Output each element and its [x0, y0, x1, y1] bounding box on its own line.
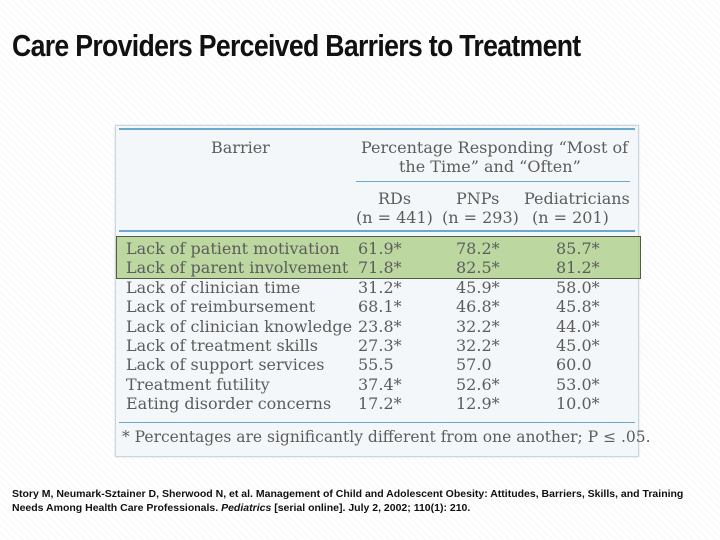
table-cell-value: 44.0*	[556, 317, 600, 336]
table-row-barrier: Lack of reimbursement	[126, 297, 316, 316]
col-header-pediatricians: Pediatricians	[524, 189, 630, 208]
slide-title: Care Providers Perceived Barriers to Tre…	[12, 28, 581, 63]
table-cell-value: 60.0	[556, 355, 592, 374]
col-n-pediatricians: (n = 201)	[532, 208, 609, 227]
table-cell-value: 61.9*	[358, 239, 402, 258]
group-header-line2: the Time” and “Often”	[399, 157, 581, 176]
table-cell-value: 31.2*	[358, 278, 402, 297]
table-row-barrier: Lack of patient motivation	[126, 239, 340, 258]
table-top-rule	[119, 128, 635, 130]
table-cell-value: 27.3*	[358, 336, 402, 355]
col-header-pnps: PNPs	[456, 189, 500, 208]
table-cell-value: 45.9*	[456, 278, 500, 297]
table-cell-value: 17.2*	[358, 394, 402, 413]
table-cell-value: 53.0*	[556, 375, 600, 394]
group-header-rule	[356, 181, 630, 182]
citation-details: [serial online]. July 2, 2002; 110(1): 2…	[271, 502, 471, 514]
barrier-column-header: Barrier	[211, 138, 270, 157]
table-cell-value: 58.0*	[556, 278, 600, 297]
table-cell-value: 52.6*	[456, 375, 500, 394]
table-cell-value: 57.0	[456, 355, 492, 374]
table-cell-value: 37.4*	[358, 375, 402, 394]
table-cell-value: 85.7*	[556, 239, 600, 258]
group-header-line1: Percentage Responding “Most of	[361, 138, 629, 157]
table-row-barrier: Lack of parent involvement	[126, 258, 349, 277]
col-n-pnps: (n = 293)	[442, 208, 519, 227]
barriers-table: Barrier Percentage Responding “Most of t…	[115, 125, 651, 457]
table-bottom-rule	[119, 422, 635, 423]
table-cell-value: 45.8*	[556, 297, 600, 316]
table-cell-value: 23.8*	[358, 317, 402, 336]
table-cell-value: 10.0*	[556, 394, 600, 413]
citation-text: Story M, Neumark-Sztainer D, Sherwood N,…	[12, 488, 684, 514]
col-header-rds: RDs	[378, 189, 412, 208]
table-row-barrier: Lack of support services	[126, 355, 325, 374]
table-cell-value: 68.1*	[358, 297, 402, 316]
citation: Story M, Neumark-Sztainer D, Sherwood N,…	[12, 487, 712, 515]
table-cell-value: 32.2*	[456, 336, 500, 355]
table-cell-value: 12.9*	[456, 394, 500, 413]
table-cell-value: 55.5	[358, 355, 394, 374]
table-row-barrier: Lack of clinician knowledge	[126, 317, 353, 336]
table-row-barrier: Lack of clinician time	[126, 278, 301, 297]
table-cell-value: 46.8*	[456, 297, 500, 316]
table-cell-value: 78.2*	[456, 239, 500, 258]
citation-journal: Pediatrics	[221, 502, 272, 514]
col-n-rds: (n = 441)	[356, 208, 433, 227]
table-cell-value: 81.2*	[556, 258, 600, 277]
highlight-box	[116, 236, 641, 279]
table-cell-value: 82.5*	[456, 258, 500, 277]
table-cell-value: 45.0*	[556, 336, 600, 355]
header-bottom-rule	[119, 230, 635, 232]
table-cell-value: 32.2*	[456, 317, 500, 336]
table-row-barrier: Lack of treatment skills	[126, 336, 318, 355]
table-row-barrier: Treatment futility	[126, 375, 270, 394]
table-row-barrier: Eating disorder concerns	[126, 394, 332, 413]
table-footnote: * Percentages are significantly differen…	[122, 428, 651, 446]
table-cell-value: 71.8*	[358, 258, 402, 277]
